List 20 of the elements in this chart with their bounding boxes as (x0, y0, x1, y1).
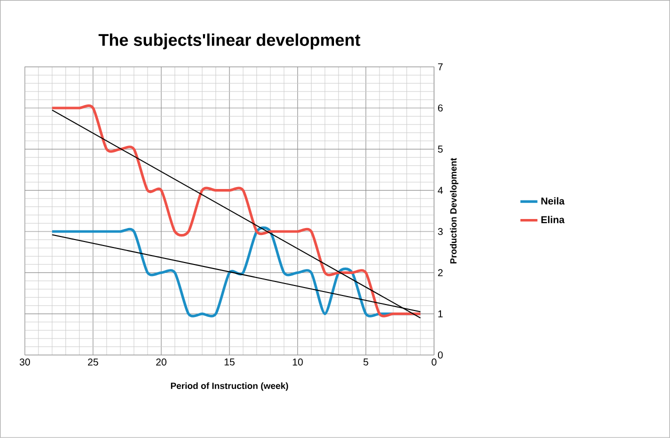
y-axis-title: Production Development (450, 158, 458, 264)
y-tick-label: 3 (438, 228, 443, 236)
y-tick-label: 0 (438, 352, 443, 359)
legend-label: Neila (541, 197, 565, 205)
y-tick-label: 6 (438, 104, 443, 112)
legend-label: Elina (541, 216, 565, 224)
x-tick-label: 20 (156, 358, 166, 366)
x-tick-label: 5 (363, 358, 368, 366)
y-tick-label: 7 (438, 63, 443, 70)
y-tick-label: 2 (438, 269, 443, 276)
x-axis-title: Period of Instruction (week) (170, 382, 288, 391)
chart-title: The subjects'linear development (98, 34, 360, 50)
x-tick-label: 15 (224, 358, 235, 366)
x-tick-label: 25 (88, 358, 98, 366)
x-tick-label: 10 (292, 358, 303, 366)
x-tick-label: 30 (20, 358, 30, 366)
y-tick-label: 5 (438, 146, 443, 153)
x-tick-label: 0 (432, 358, 436, 366)
y-tick-label: 4 (438, 186, 443, 194)
y-tick-label: 1 (438, 310, 443, 318)
